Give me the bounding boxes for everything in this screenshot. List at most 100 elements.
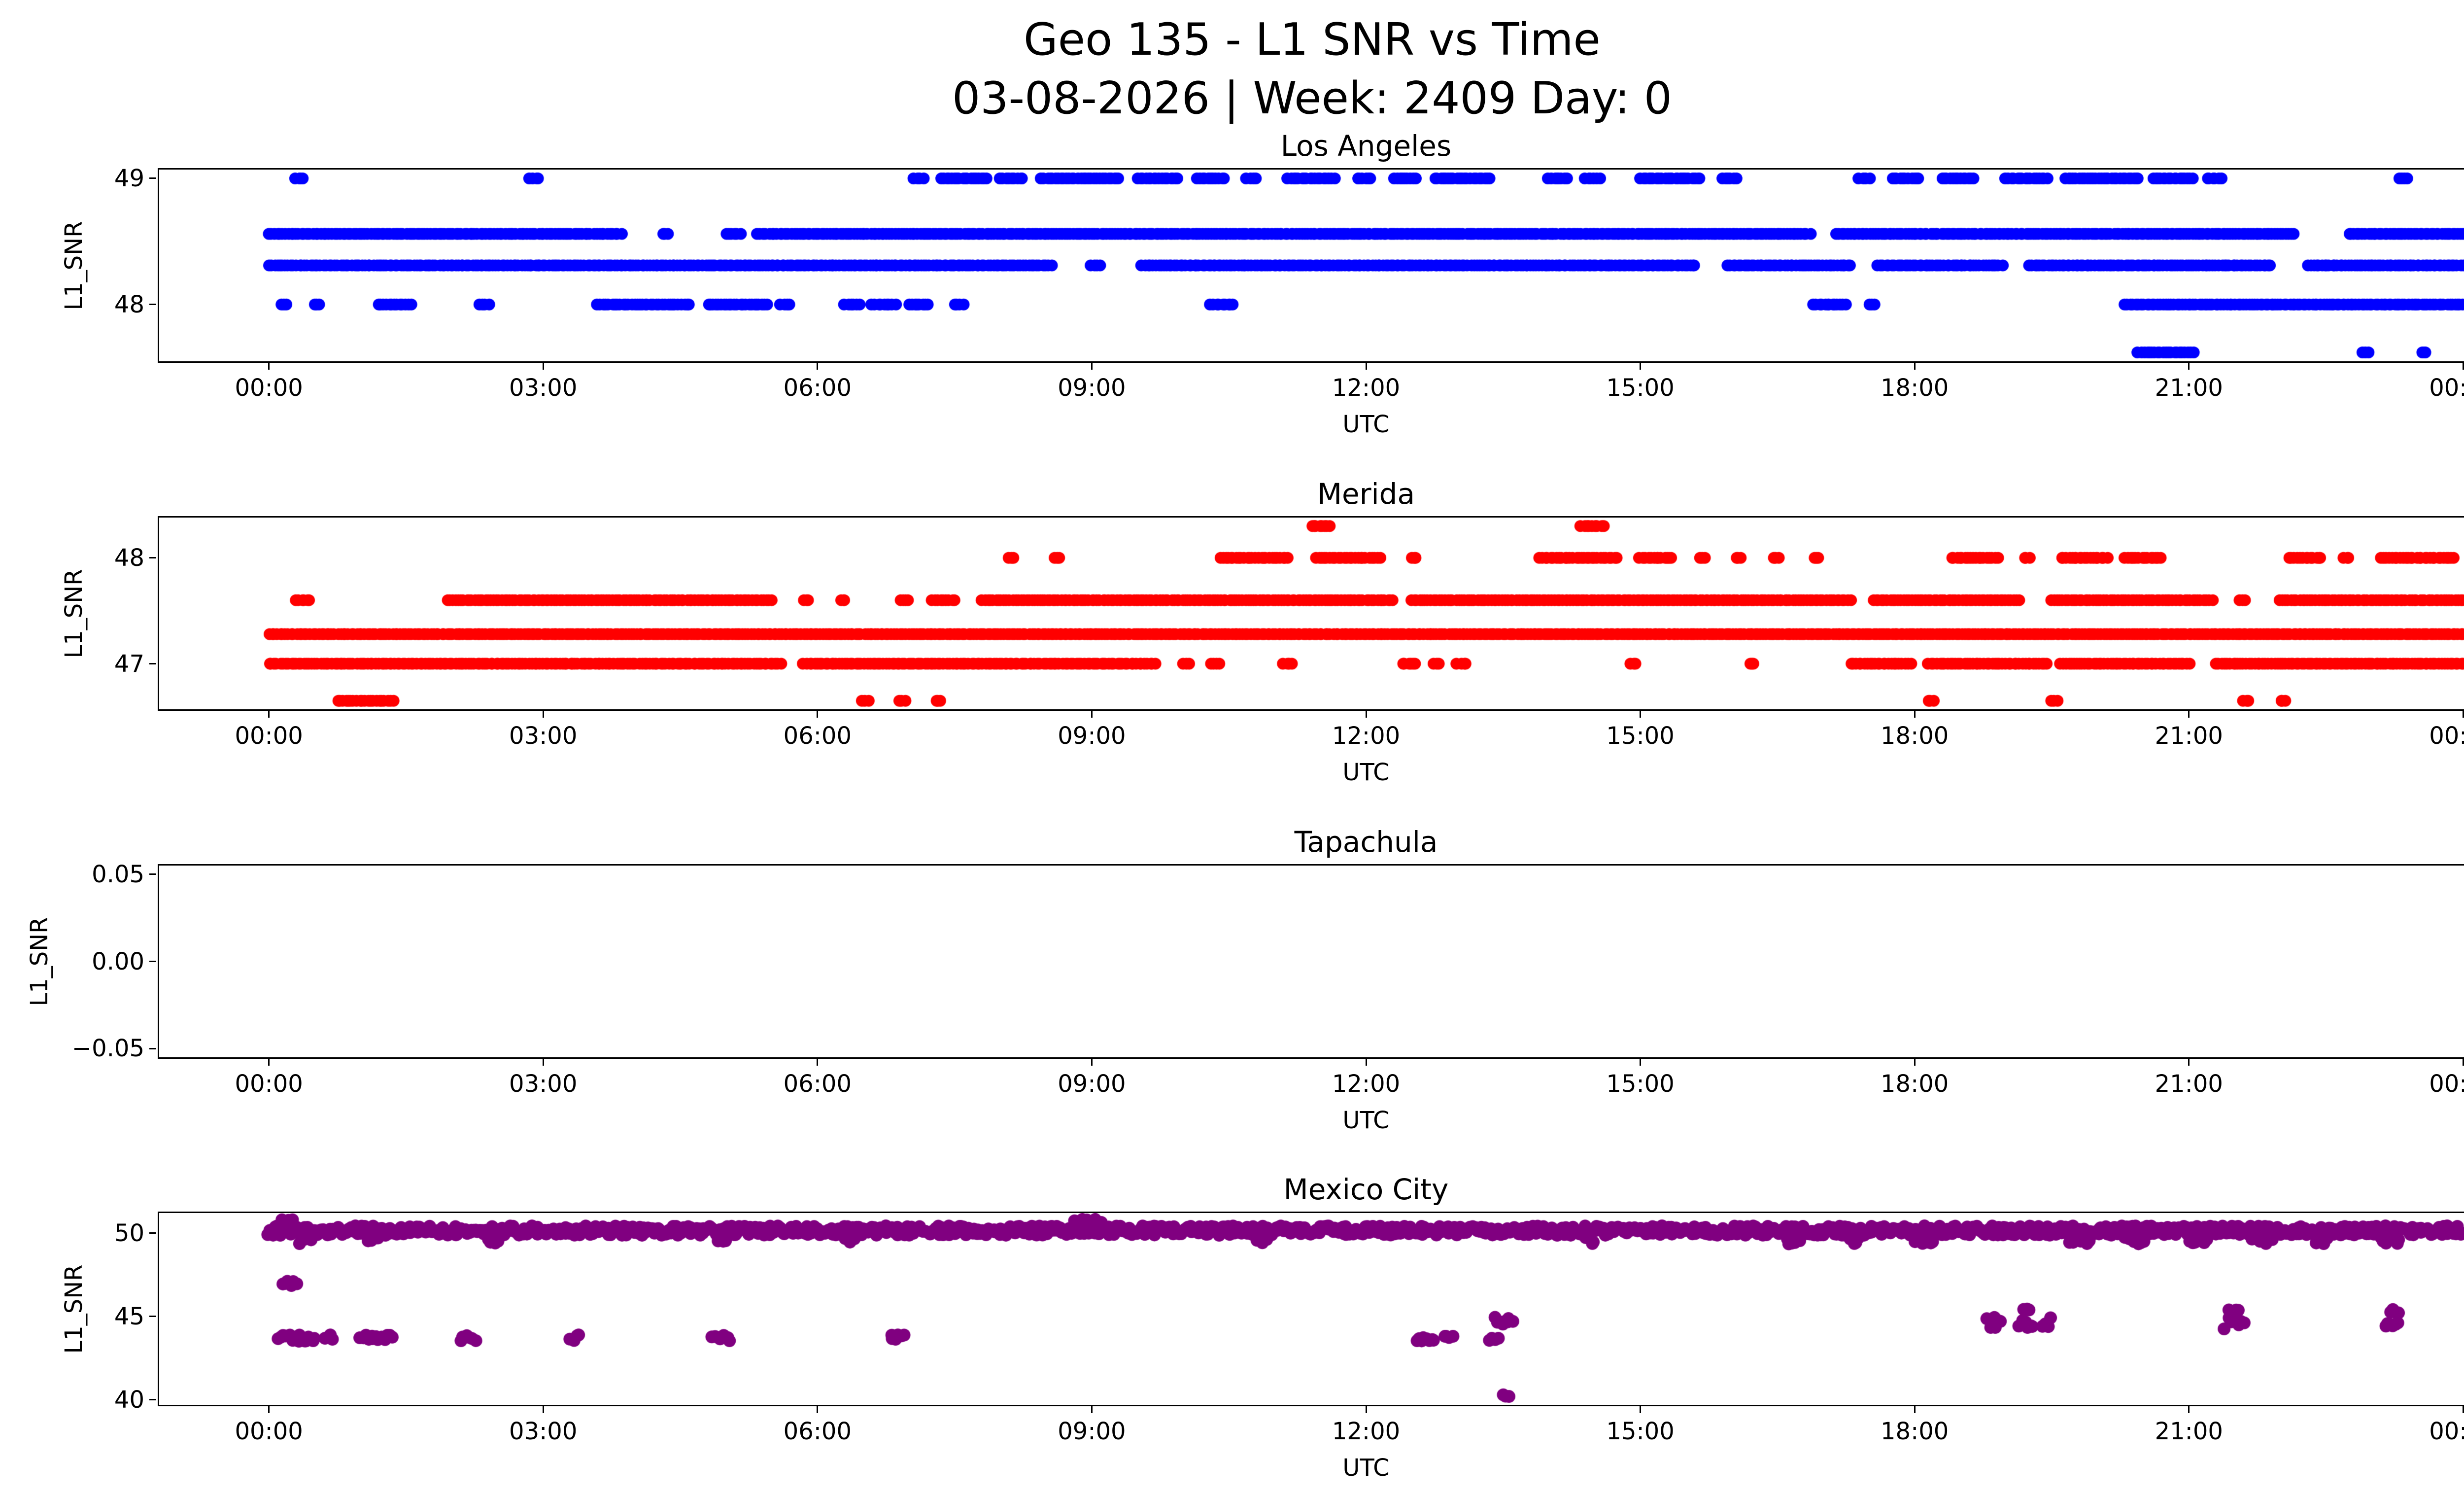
x-tick-label: 09:00 — [1058, 1070, 1126, 1098]
x-tick-mark — [817, 1406, 819, 1413]
x-tick-mark — [2188, 363, 2190, 370]
x-tick-mark — [817, 363, 819, 370]
x-tick-mark — [2188, 711, 2190, 718]
x-tick-label: 00:00 — [235, 722, 303, 750]
x-tick-mark — [1640, 363, 1642, 370]
x-tick-label: 00:00 — [235, 374, 303, 402]
x-tick-mark — [1365, 1406, 1367, 1413]
x-tick-mark — [542, 1059, 544, 1066]
figure-title: Geo 135 - L1 SNR vs Time 03-08-2026 | We… — [0, 11, 2464, 128]
x-tick-label: 15:00 — [1606, 1070, 1675, 1098]
x-tick-mark — [1365, 711, 1367, 718]
x-tick-mark — [268, 1406, 270, 1413]
figure-title-line1: Geo 135 - L1 SNR vs Time — [1024, 14, 1601, 66]
x-tick-label: 09:00 — [1058, 1418, 1126, 1445]
x-tick-mark — [268, 363, 270, 370]
x-tick-mark — [1091, 1059, 1093, 1066]
x-tick-label: 03:00 — [509, 374, 578, 402]
y-tick-mark — [149, 961, 156, 962]
x-tick-label: 18:00 — [1881, 722, 1949, 750]
x-tick-label: 21:00 — [2155, 722, 2223, 750]
x-tick-mark — [2462, 363, 2464, 370]
y-tick-label: 48 — [114, 290, 144, 318]
x-tick-label: 03:00 — [509, 1418, 578, 1445]
x-tick-mark — [1914, 1059, 1916, 1066]
x-tick-label: 09:00 — [1058, 722, 1126, 750]
y-tick-label: −0.05 — [71, 1035, 144, 1063]
scatter-canvas-tapachula — [159, 866, 2464, 1057]
x-tick-mark — [2462, 1406, 2464, 1413]
y-tick-mark — [149, 873, 156, 875]
x-tick-mark — [1365, 1059, 1367, 1066]
x-tick-label: 21:00 — [2155, 1070, 2223, 1098]
x-tick-label: 18:00 — [1881, 374, 1949, 402]
x-tick-mark — [1640, 1059, 1642, 1066]
y-tick-label: 48 — [114, 544, 144, 572]
subplot-title-mexico-city: Mexico City — [1283, 1173, 1449, 1206]
x-axis-label-merida: UTC — [1342, 759, 1390, 786]
x-tick-mark — [1914, 711, 1916, 718]
x-tick-label: 06:00 — [783, 1418, 852, 1445]
x-tick-label: 06:00 — [783, 1070, 852, 1098]
y-tick-mark — [149, 1399, 156, 1401]
y-tick-label: 47 — [114, 650, 144, 678]
plot-area-tapachula — [158, 864, 2464, 1059]
x-tick-mark — [1914, 363, 1916, 370]
x-tick-label: 15:00 — [1606, 722, 1675, 750]
x-tick-mark — [1091, 1406, 1093, 1413]
x-tick-mark — [1914, 1406, 1916, 1413]
scatter-canvas-merida — [159, 518, 2464, 709]
x-tick-label: 12:00 — [1332, 1418, 1401, 1445]
scatter-canvas-mexico-city — [159, 1213, 2464, 1405]
x-tick-label: 21:00 — [2155, 374, 2223, 402]
x-tick-label: 06:00 — [783, 722, 852, 750]
x-tick-mark — [1091, 711, 1093, 718]
plot-area-merida — [158, 516, 2464, 711]
y-tick-label: 40 — [114, 1386, 144, 1414]
x-axis-label-mexico-city: UTC — [1342, 1454, 1390, 1482]
x-tick-label: 00:00 — [235, 1070, 303, 1098]
x-axis-label-los-angeles: UTC — [1342, 411, 1390, 438]
subplot-title-los-angeles: Los Angeles — [1280, 129, 1452, 163]
x-tick-label: 18:00 — [1881, 1070, 1949, 1098]
y-tick-mark — [149, 663, 156, 665]
x-tick-mark — [542, 363, 544, 370]
x-tick-mark — [2462, 711, 2464, 718]
x-tick-mark — [1640, 1406, 1642, 1413]
figure-title-line2: 03-08-2026 | Week: 2409 Day: 0 — [952, 72, 1673, 124]
plot-area-mexico-city — [158, 1212, 2464, 1406]
x-tick-mark — [1640, 711, 1642, 718]
x-tick-mark — [2188, 1059, 2190, 1066]
x-tick-label: 12:00 — [1332, 374, 1401, 402]
x-tick-mark — [268, 711, 270, 718]
y-tick-mark — [149, 1316, 156, 1318]
x-tick-mark — [817, 1059, 819, 1066]
x-tick-label: 21:00 — [2155, 1418, 2223, 1445]
x-tick-mark — [1365, 363, 1367, 370]
x-tick-mark — [817, 711, 819, 718]
y-tick-label: 50 — [114, 1219, 144, 1247]
x-tick-label: 00:00 — [2429, 722, 2464, 750]
y-axis-label-mexico-city: L1_SNR — [60, 1264, 88, 1354]
y-tick-mark — [149, 177, 156, 179]
x-tick-label: 00:00 — [235, 1418, 303, 1445]
x-tick-mark — [542, 1406, 544, 1413]
x-tick-mark — [2188, 1406, 2190, 1413]
x-tick-label: 03:00 — [509, 722, 578, 750]
x-tick-label: 09:00 — [1058, 374, 1126, 402]
x-tick-label: 12:00 — [1332, 722, 1401, 750]
x-tick-label: 00:00 — [2429, 374, 2464, 402]
y-tick-mark — [149, 1047, 156, 1049]
x-tick-label: 03:00 — [509, 1070, 578, 1098]
y-tick-mark — [149, 304, 156, 306]
x-tick-label: 06:00 — [783, 374, 852, 402]
scatter-canvas-los-angeles — [159, 170, 2464, 361]
y-tick-label: 0.05 — [92, 860, 144, 888]
x-tick-mark — [268, 1059, 270, 1066]
subplot-title-tapachula: Tapachula — [1294, 825, 1438, 859]
x-tick-mark — [2462, 1059, 2464, 1066]
